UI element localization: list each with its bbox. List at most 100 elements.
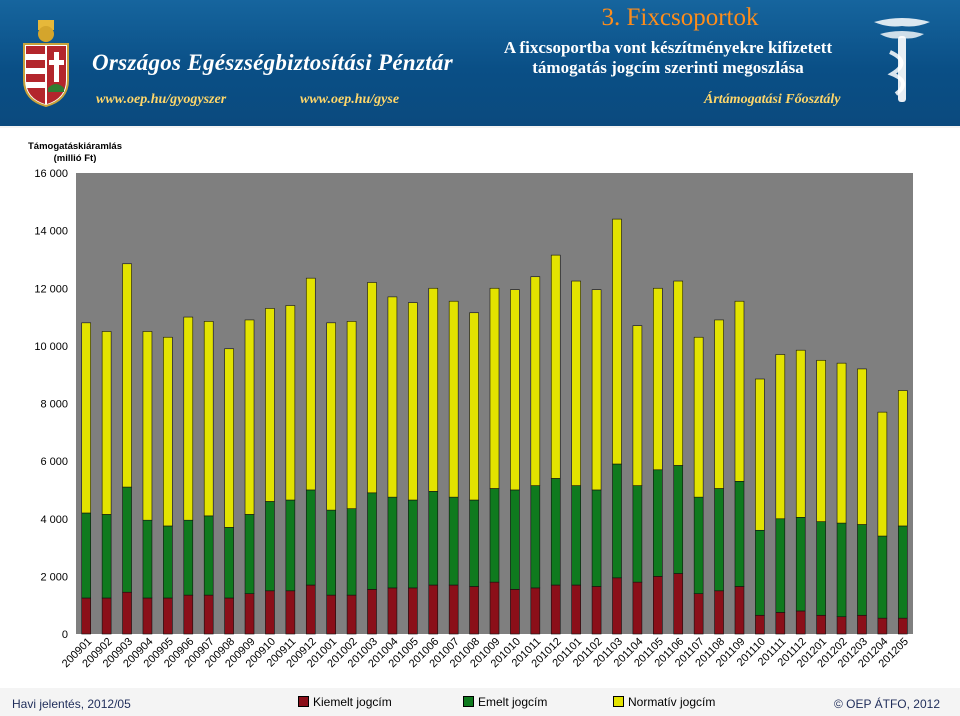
legend-item-emelt: Emelt jogcím [463, 695, 547, 709]
bar-segment-kiemelt [428, 584, 439, 635]
bar-segment-emelt [489, 488, 500, 583]
bar-segment-emelt [326, 509, 336, 596]
bar-segment-normativ [489, 287, 500, 489]
url-gyse[interactable]: www.oep.hu/gyse [300, 92, 400, 107]
bar-segment-emelt [81, 512, 92, 599]
bar-segment-kiemelt [489, 581, 500, 635]
bar-segment-kiemelt [224, 597, 234, 635]
bar-segment-emelt [244, 514, 255, 594]
bar-segment-emelt [387, 496, 398, 589]
bar-segment-emelt [795, 517, 806, 612]
subtitle-line-2: támogatás jogcím szerinti megoszlása [532, 58, 804, 77]
bar-segment-normativ [428, 287, 439, 492]
bar-segment-normativ [265, 308, 275, 502]
y-axis-title-line-2: (millió Ft) [54, 153, 97, 164]
bar-segment-kiemelt [326, 594, 336, 635]
bar-segment-emelt [510, 489, 520, 590]
y-tick-label: 14 000 [34, 226, 68, 238]
bar-segment-emelt [163, 525, 173, 599]
report-date: Havi jelentés, 2012/05 [12, 697, 131, 711]
bar-segment-normativ [510, 289, 520, 491]
bar-segment-emelt [408, 499, 418, 589]
bar-segment-emelt [755, 529, 765, 616]
bar-segment-emelt [367, 492, 377, 590]
bar-segment-kiemelt [571, 584, 581, 635]
y-tick-label: 6 000 [40, 456, 68, 468]
y-tick-label: 12 000 [34, 283, 68, 295]
bar-segment-emelt [530, 485, 541, 589]
bar-segment-normativ [203, 321, 214, 517]
bar-segment-kiemelt [530, 587, 541, 635]
bar-segment-kiemelt [795, 610, 806, 635]
bar-segment-kiemelt [285, 590, 296, 635]
bar-segment-kiemelt [387, 587, 398, 635]
bar-segment-normativ [755, 378, 765, 531]
copyright: © OEP ÁTFO, 2012 [834, 697, 940, 711]
bar-segment-kiemelt [734, 586, 745, 635]
header-banner: Országos Egészségbiztosítási Pénztár www… [0, 0, 960, 126]
bar-segment-normativ [142, 331, 153, 521]
bar-segment-kiemelt [163, 597, 173, 635]
legend-item-kiemelt: Kiemelt jogcím [298, 695, 392, 709]
bar-segment-normativ [632, 325, 643, 486]
bar-segment-emelt [775, 518, 786, 613]
bar-segment-kiemelt [183, 594, 194, 635]
bar-segment-normativ [346, 321, 357, 509]
bar-segment-normativ [285, 305, 296, 501]
bar-segment-emelt [142, 519, 153, 599]
bar-segment-kiemelt [591, 586, 602, 635]
bar-segment-normativ [122, 263, 132, 488]
legend-swatch-normativ [613, 696, 624, 707]
bar-segment-normativ [857, 368, 867, 525]
bar-segment-emelt [734, 480, 745, 587]
bar-segment-emelt [122, 486, 132, 593]
bar-segment-kiemelt [550, 584, 561, 635]
bar-segment-normativ [367, 282, 377, 494]
bar-segment-kiemelt [101, 597, 112, 635]
bar-segment-emelt [714, 488, 724, 592]
bar-segment-kiemelt [775, 612, 786, 635]
bar-segment-kiemelt [714, 590, 724, 635]
bar-segment-normativ [816, 359, 826, 522]
bar-segment-emelt [693, 496, 704, 594]
bar-segment-emelt [653, 469, 663, 577]
bar-segment-normativ [550, 254, 561, 479]
bar-segment-kiemelt [755, 614, 765, 635]
bar-segment-emelt [101, 514, 112, 599]
y-tick-label: 0 [62, 629, 68, 641]
bar-segment-normativ [714, 319, 724, 489]
bar-segment-kiemelt [203, 594, 214, 635]
bar-segment-normativ [101, 331, 112, 515]
bar-segment-kiemelt [305, 584, 316, 635]
bar-segment-normativ [673, 280, 684, 466]
bar-segment-normativ [448, 300, 459, 498]
bar-segment-emelt [571, 485, 581, 586]
bar-segment-normativ [571, 280, 581, 486]
organization-title: Országos Egészségbiztosítási Pénztár [92, 50, 453, 75]
bar-segment-emelt [448, 496, 459, 586]
bar-segment-normativ [653, 287, 663, 471]
bar-segment-kiemelt [81, 597, 92, 635]
bar-segment-emelt [469, 499, 479, 587]
coat-of-arms-icon [23, 20, 69, 108]
bar-segment-kiemelt [448, 584, 459, 635]
bar-segment-normativ [530, 276, 541, 486]
url-gyogyszer[interactable]: www.oep.hu/gyogyszer [96, 92, 227, 107]
legend-swatch-emelt [463, 696, 474, 707]
bar-segment-kiemelt [632, 581, 643, 635]
bar-segment-normativ [612, 218, 622, 465]
y-tick-label: 10 000 [34, 341, 68, 353]
y-tick-label: 2 000 [40, 571, 68, 583]
bar-segment-kiemelt [693, 593, 704, 635]
bar-segment-emelt [346, 508, 357, 596]
legend-item-normativ: Normatív jogcím [613, 695, 715, 709]
bar-segment-kiemelt [408, 587, 418, 635]
bar-segment-kiemelt [510, 589, 520, 635]
bar-segment-normativ [877, 411, 888, 537]
bar-segment-kiemelt [857, 614, 867, 635]
bar-segment-emelt [550, 478, 561, 586]
bar-segment-normativ [224, 348, 234, 528]
legend-label-kiemelt: Kiemelt jogcím [313, 695, 392, 709]
bar-segment-emelt [183, 519, 194, 596]
bar-segment-emelt [836, 522, 847, 618]
